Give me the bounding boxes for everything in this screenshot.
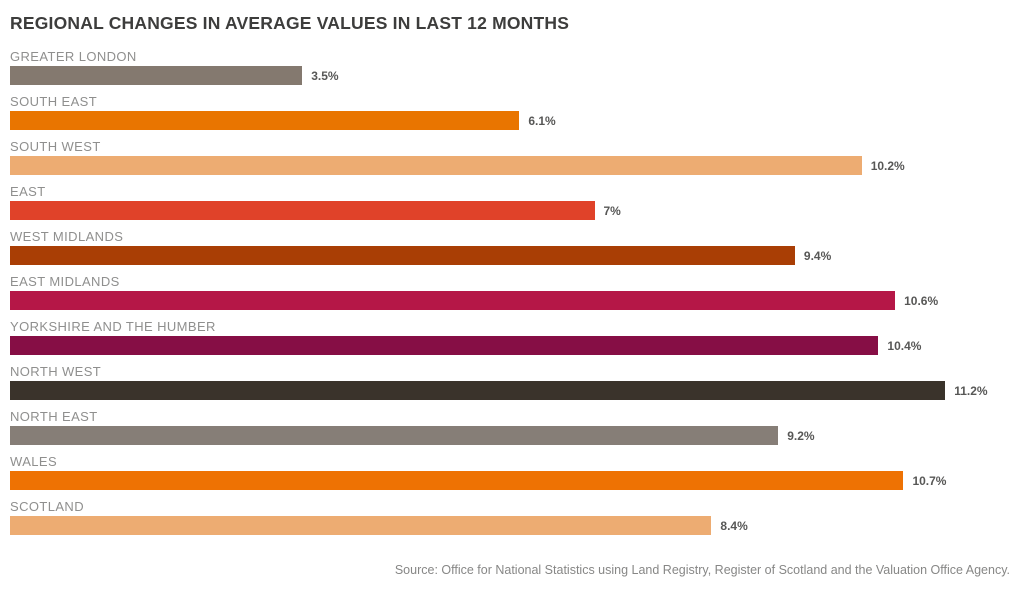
bar-track: 10.6% bbox=[10, 291, 1014, 310]
bar-label: SOUTH WEST bbox=[10, 139, 101, 154]
bar bbox=[10, 156, 862, 175]
bar-track: 9.4% bbox=[10, 246, 1014, 265]
bar-value: 3.5% bbox=[311, 68, 339, 83]
bar-track: 3.5% bbox=[10, 66, 1014, 85]
bar-row: NORTH EAST 9.2% bbox=[10, 410, 1014, 445]
bar-label: WEST MIDLANDS bbox=[10, 229, 124, 244]
bar-row: YORKSHIRE AND THE HUMBER 10.4% bbox=[10, 320, 1014, 355]
bar-value: 6.1% bbox=[528, 113, 556, 128]
source-note: Source: Office for National Statistics u… bbox=[394, 563, 1010, 577]
bar bbox=[10, 201, 595, 220]
bar-label: NORTH WEST bbox=[10, 364, 102, 379]
bar bbox=[10, 426, 779, 445]
bar bbox=[10, 291, 896, 310]
bar-rows: GREATER LONDON 3.5% SOUTH EAST 6.1% SOUT… bbox=[10, 50, 1014, 535]
bar bbox=[10, 111, 520, 130]
bar-chart: REGIONAL CHANGES IN AVERAGE VALUES IN LA… bbox=[10, 12, 1014, 577]
bar-label: EAST bbox=[10, 184, 46, 199]
bar-value: 9.4% bbox=[803, 248, 832, 263]
bar bbox=[10, 336, 879, 355]
page-title: REGIONAL CHANGES IN AVERAGE VALUES IN LA… bbox=[10, 13, 570, 33]
bar-track: 10.2% bbox=[10, 156, 1014, 175]
bar-value: 10.4% bbox=[887, 338, 922, 353]
bar-label: WALES bbox=[10, 454, 58, 469]
bar bbox=[10, 471, 904, 490]
bar-label: YORKSHIRE AND THE HUMBER bbox=[10, 319, 216, 334]
bar bbox=[10, 381, 946, 400]
bar-value: 8.4% bbox=[720, 518, 748, 533]
bar-value: 10.6% bbox=[904, 293, 939, 308]
bar bbox=[10, 66, 303, 85]
bar-row: SOUTH WEST 10.2% bbox=[10, 140, 1014, 175]
bar-value: 11.2% bbox=[954, 383, 988, 398]
bar-value: 9.2% bbox=[787, 428, 815, 443]
bar-value: 10.7% bbox=[912, 473, 947, 488]
bar-label: EAST MIDLANDS bbox=[10, 274, 120, 289]
bar-label: NORTH EAST bbox=[10, 409, 98, 424]
bar-row: SOUTH EAST 6.1% bbox=[10, 95, 1014, 130]
bar-row: EAST MIDLANDS 10.6% bbox=[10, 275, 1014, 310]
bar-label: SCOTLAND bbox=[10, 499, 84, 514]
bar-row: SCOTLAND 8.4% bbox=[10, 500, 1014, 535]
bar-label: GREATER LONDON bbox=[10, 49, 137, 64]
bar-row: EAST 7% bbox=[10, 185, 1014, 220]
bar-track: 8.4% bbox=[10, 516, 1014, 535]
bar-row: WALES 10.7% bbox=[10, 455, 1014, 490]
bar-track: 10.4% bbox=[10, 336, 1014, 355]
bar-row: GREATER LONDON 3.5% bbox=[10, 50, 1014, 85]
bar-track: 7% bbox=[10, 201, 1014, 220]
bar-value: 7% bbox=[603, 203, 621, 218]
bar-track: 9.2% bbox=[10, 426, 1014, 445]
bar-row: WEST MIDLANDS 9.4% bbox=[10, 230, 1014, 265]
bar-track: 10.7% bbox=[10, 471, 1014, 490]
bar bbox=[10, 516, 712, 535]
bar-track: 11.2% bbox=[10, 381, 1014, 400]
bar-row: NORTH WEST 11.2% bbox=[10, 365, 1014, 400]
bar-value: 10.2% bbox=[870, 158, 905, 173]
bar-track: 6.1% bbox=[10, 111, 1014, 130]
bar-label: SOUTH EAST bbox=[10, 94, 98, 109]
bar bbox=[10, 246, 795, 265]
